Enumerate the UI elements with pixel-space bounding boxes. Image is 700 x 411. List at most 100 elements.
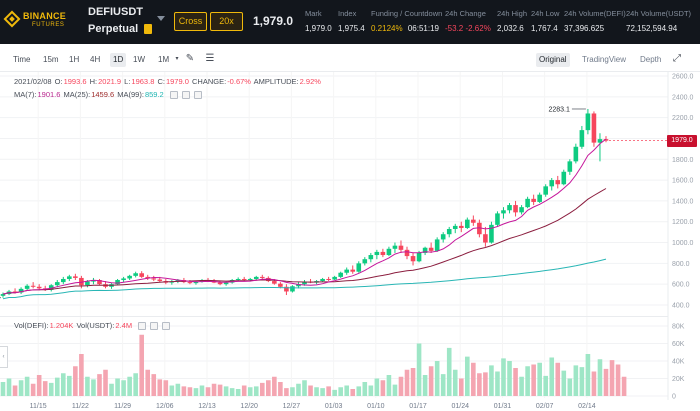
stat-24h-volume-usdt: 24h Volume(USDT) 72,152,594.94 — [626, 9, 691, 33]
legend-change: -0.67% — [227, 77, 251, 86]
eye-icon[interactable] — [169, 91, 178, 100]
scroll-left-handle[interactable]: ‹ — [0, 346, 8, 368]
stat-24h-high: 24h High 2,032.6 — [497, 9, 527, 33]
volume-bar — [555, 362, 561, 396]
margin-mode-button[interactable]: Cross — [174, 12, 207, 31]
candle-body — [440, 234, 446, 240]
volume-bar — [109, 383, 114, 396]
volume-bar — [549, 357, 555, 396]
price-axis-label: 1600.0 — [672, 178, 694, 185]
top-bar: BINANCE FUTURES DEFIUSDT Perpetual Cross… — [0, 0, 700, 44]
candle-body — [241, 278, 247, 281]
volume-bar — [217, 384, 223, 396]
candle-body — [338, 272, 343, 277]
stat-label: 24h Low — [531, 9, 560, 18]
chevron-down-icon[interactable] — [157, 16, 165, 21]
volume-bar — [151, 374, 157, 396]
interval-dropdown-icon[interactable]: ▾ — [175, 56, 179, 62]
gear-icon[interactable] — [181, 91, 190, 100]
interval-4h[interactable]: 4H — [90, 55, 101, 64]
volume-bar — [30, 383, 36, 396]
interval-1m[interactable]: 1M — [158, 55, 170, 64]
leverage-button[interactable]: 20x — [210, 12, 243, 31]
legend-amplitude: 2.92% — [299, 77, 321, 86]
volume-bar — [368, 385, 374, 396]
volume-bar — [591, 371, 597, 396]
candle-body — [410, 256, 416, 262]
volume-bar — [42, 381, 48, 396]
volume-bar — [157, 379, 163, 396]
symbol-name[interactable]: DEFIUSDT — [88, 6, 143, 18]
legend-c-label: C: — [157, 77, 165, 86]
volume-bar — [6, 378, 12, 396]
volume-bar — [235, 389, 241, 396]
volume-bar — [272, 376, 277, 396]
volume-bar — [458, 378, 464, 396]
volume-bar — [97, 374, 102, 396]
candle-body — [97, 280, 102, 285]
gear-icon[interactable] — [150, 322, 159, 331]
candle-body — [121, 278, 126, 281]
candle-body — [477, 222, 482, 235]
tab-original[interactable]: Original — [536, 53, 570, 67]
volume-bar — [531, 364, 536, 396]
tab-depth[interactable]: Depth — [640, 55, 662, 64]
candle-body — [483, 234, 488, 243]
volume-bar — [175, 383, 181, 396]
interval-1w[interactable]: 1W — [133, 55, 145, 64]
volume-bar — [501, 358, 506, 396]
candle-body — [404, 249, 410, 257]
volume-bar — [477, 373, 482, 396]
candle-body — [272, 281, 277, 284]
candle-body — [368, 255, 374, 260]
interval-1d[interactable]: 1D — [110, 53, 127, 67]
volume-bar — [223, 386, 229, 396]
interval-1h[interactable]: 1H — [69, 55, 80, 64]
ma-legend: MA(7):1901.6 MA(25):1459.6 MA(99):859.2 — [14, 90, 203, 100]
pencil-icon[interactable]: ✎ — [185, 53, 195, 64]
date-axis-label: 01/10 — [367, 403, 385, 410]
candle-body — [0, 294, 6, 296]
candle-body — [30, 285, 36, 287]
settings-sliders-icon[interactable]: ☰ — [205, 53, 215, 64]
candle-body — [54, 282, 60, 286]
current-price-tag: 1979.0 — [667, 134, 697, 147]
close-icon[interactable] — [162, 322, 171, 331]
volume-bar — [410, 368, 416, 396]
tab-tradingview[interactable]: TradingView — [582, 55, 627, 64]
volume-bar — [133, 373, 138, 396]
stat-value: 1,767.4 — [531, 24, 558, 33]
candle-body — [422, 247, 428, 253]
volume-bar — [537, 362, 542, 396]
chart-toolbar: Time 15m 1H 4H 1D 1W 1M ▾ ✎ ☰ Original T… — [0, 50, 700, 70]
volume-bar — [344, 385, 350, 396]
volume-bar — [211, 383, 217, 396]
candle-body — [380, 251, 386, 256]
candle-body — [374, 251, 380, 256]
stat-value: 37,396.625 — [564, 24, 605, 33]
close-icon[interactable] — [193, 91, 202, 100]
fullscreen-icon[interactable]: ⤢ — [673, 53, 681, 64]
candle-body — [549, 180, 555, 187]
volume-bar — [513, 368, 518, 396]
legend-ma25-label: MA(25): — [63, 90, 91, 99]
volume-bar — [54, 377, 60, 396]
stat-funding[interactable]: Funding / Countdown 0.2124% 06:51:19 — [371, 9, 442, 33]
volume-bar — [67, 375, 72, 396]
volume-bar — [18, 380, 24, 396]
legend-vol-defi-label: Vol(DEFI): — [14, 321, 49, 330]
date-axis-label: 12/20 — [240, 403, 258, 410]
interval-time[interactable]: Time — [13, 55, 31, 64]
volume-bar — [193, 388, 199, 396]
stat-24h-volume-defi: 24h Volume(DEFI) 37,396.625 — [564, 9, 626, 33]
legend-ma99-label: MA(99): — [117, 90, 144, 99]
price-axis-label: 1800.0 — [672, 157, 694, 164]
eye-icon[interactable] — [138, 322, 147, 331]
interval-15m[interactable]: 15m — [43, 55, 59, 64]
stat-label: 24h Volume(USDT) — [626, 9, 692, 18]
legend-close: 1979.0 — [165, 77, 189, 86]
contract-type[interactable]: Perpetual — [88, 23, 139, 35]
binance-futures-logo[interactable]: BINANCE FUTURES — [3, 8, 78, 34]
candle-body — [253, 276, 259, 279]
